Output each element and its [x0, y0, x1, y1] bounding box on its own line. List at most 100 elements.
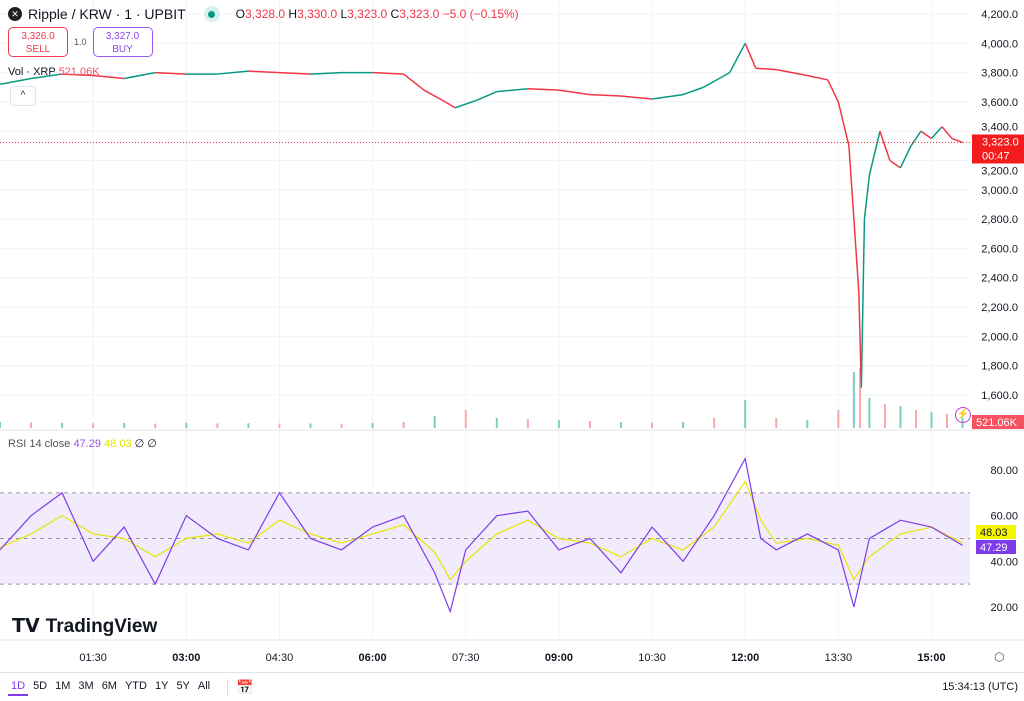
price-segment: [776, 68, 808, 77]
ripple-logo-icon: ✕: [8, 7, 22, 21]
volume-bar: [340, 423, 343, 428]
volume-bar: [837, 410, 840, 428]
x-tick-label: 15:00: [917, 652, 945, 664]
volume-bar: [946, 414, 949, 428]
price-segment: [941, 126, 953, 140]
price-tick-label: 4,200.0: [981, 9, 1018, 21]
volume-bar: [868, 398, 871, 428]
price-segment: [930, 126, 943, 140]
rsi-ma-badge: [976, 525, 1016, 539]
volume-bar: [588, 421, 591, 428]
price-segment: [558, 89, 591, 96]
range-selector: 1D 5D 1M 3M 6M YTD 1Y 5Y All: [8, 678, 213, 696]
volume-bar: [247, 423, 250, 428]
buy-button[interactable]: 3,327.0 BUY: [92, 27, 153, 57]
last-price-badge: [972, 134, 1024, 164]
price-tick-label: 2,200.0: [981, 302, 1018, 314]
volume-bar: [859, 368, 862, 428]
symbol-title[interactable]: Ripple / KRW · 1 · UPBIT: [28, 6, 186, 22]
price-segment: [899, 145, 912, 169]
price-segment: [651, 93, 684, 100]
symbol-header: ✕ Ripple / KRW · 1 · UPBIT O3,328.0 H3,3…: [8, 6, 519, 22]
x-tick-label: 10:30: [638, 652, 666, 664]
price-tick-label: 2,800.0: [981, 214, 1018, 226]
volume-bar: [464, 410, 467, 428]
range-1y[interactable]: 1Y: [154, 680, 169, 692]
price-segment: [217, 70, 249, 75]
countdown-label: 00:47: [982, 150, 1010, 162]
range-1m[interactable]: 1M: [55, 680, 71, 692]
price-segment: [755, 67, 777, 71]
settings-icon[interactable]: ⬡: [994, 650, 1005, 664]
price-segment: [403, 73, 425, 91]
price-segment: [703, 71, 731, 88]
range-3m[interactable]: 3M: [78, 680, 94, 692]
price-tick-label: 3,800.0: [981, 68, 1018, 80]
last-price-label: 3,323.0: [982, 136, 1019, 148]
price-segment: [124, 71, 156, 80]
volume-bar: [620, 422, 622, 428]
price-segment: [62, 73, 94, 77]
price-segment: [807, 74, 828, 81]
price-segment: [372, 71, 404, 75]
price-segment: [910, 130, 922, 147]
lightning-icon[interactable]: ⚡: [955, 407, 971, 423]
x-tick-label: 01:30: [79, 652, 107, 664]
price-segment: [155, 71, 187, 75]
trade-buttons: 3,326.0 SELL 1.0 3,327.0 BUY: [8, 27, 153, 57]
price-tick-label: 2,400.0: [981, 273, 1018, 285]
sell-button[interactable]: 3,326.0 SELL: [8, 27, 68, 57]
price-tick-label: 2,600.0: [981, 243, 1018, 255]
range-6m[interactable]: 6M: [101, 680, 117, 692]
market-open-status-icon[interactable]: [203, 6, 220, 22]
tradingview-logo[interactable]: 𝗧𝗩 TradingView: [12, 615, 158, 638]
volume-bar: [852, 372, 855, 428]
volume-bar: [371, 423, 374, 428]
range-5d[interactable]: 5D: [33, 680, 48, 692]
rsi-tick-label: 80.00: [990, 465, 1018, 477]
volume-bar: [682, 422, 685, 428]
x-tick-label: 13:30: [825, 652, 853, 664]
price-segment: [620, 95, 653, 100]
x-tick-label: 04:30: [266, 652, 294, 664]
goto-date-icon[interactable]: 📅: [227, 678, 254, 696]
price-segment: [951, 137, 963, 144]
price-tick-label: 1,600.0: [981, 390, 1018, 402]
volume-bar: [526, 419, 529, 428]
price-tick-label: 3,000.0: [981, 185, 1018, 197]
chart-canvas[interactable]: 01:30 03:00 04:30 06:00 07:30 09:00 10:30 12:00…: [0, 0, 1024, 672]
volume-bar: [309, 423, 312, 428]
range-ytd[interactable]: YTD: [124, 680, 147, 692]
price-segment: [454, 99, 477, 109]
clock[interactable]: 15:34:13 (UTC): [942, 681, 1018, 693]
volume-bar: [0, 422, 1, 428]
volume-bar: [433, 416, 436, 428]
price-segment: [310, 71, 342, 75]
price-tick-label: 3,600.0: [981, 97, 1018, 109]
x-tick-label: 09:00: [545, 652, 573, 664]
range-1d[interactable]: 1D: [8, 678, 29, 696]
change-value: −5.0 (−0.15%): [442, 7, 519, 21]
rsi-badge-label: 47.29: [980, 542, 1008, 554]
price-segment: [682, 86, 704, 96]
price-segment: [879, 130, 891, 161]
rsi-badge: [976, 540, 1016, 554]
price-segment: [589, 93, 622, 97]
range-5y[interactable]: 5Y: [176, 680, 190, 692]
volume-bar: [930, 412, 933, 428]
volume-bar: [775, 418, 778, 428]
collapse-legend-button[interactable]: ^: [10, 86, 36, 106]
price-tick-label: 3,400.0: [981, 121, 1018, 133]
volume-bar: [154, 423, 157, 428]
rsi-tick-label: 20.00: [990, 602, 1018, 614]
price-segment: [848, 145, 860, 293]
price-segment: [444, 101, 456, 109]
volume-badge: [972, 415, 1024, 429]
volume-bar: [123, 423, 126, 428]
price-tick-label: 3,200.0: [981, 165, 1018, 177]
range-all[interactable]: All: [197, 680, 211, 692]
price-segment: [729, 42, 746, 73]
x-tick-label: 07:30: [452, 652, 480, 664]
x-tick-label: 06:00: [359, 652, 387, 664]
price-segment: [837, 101, 850, 147]
